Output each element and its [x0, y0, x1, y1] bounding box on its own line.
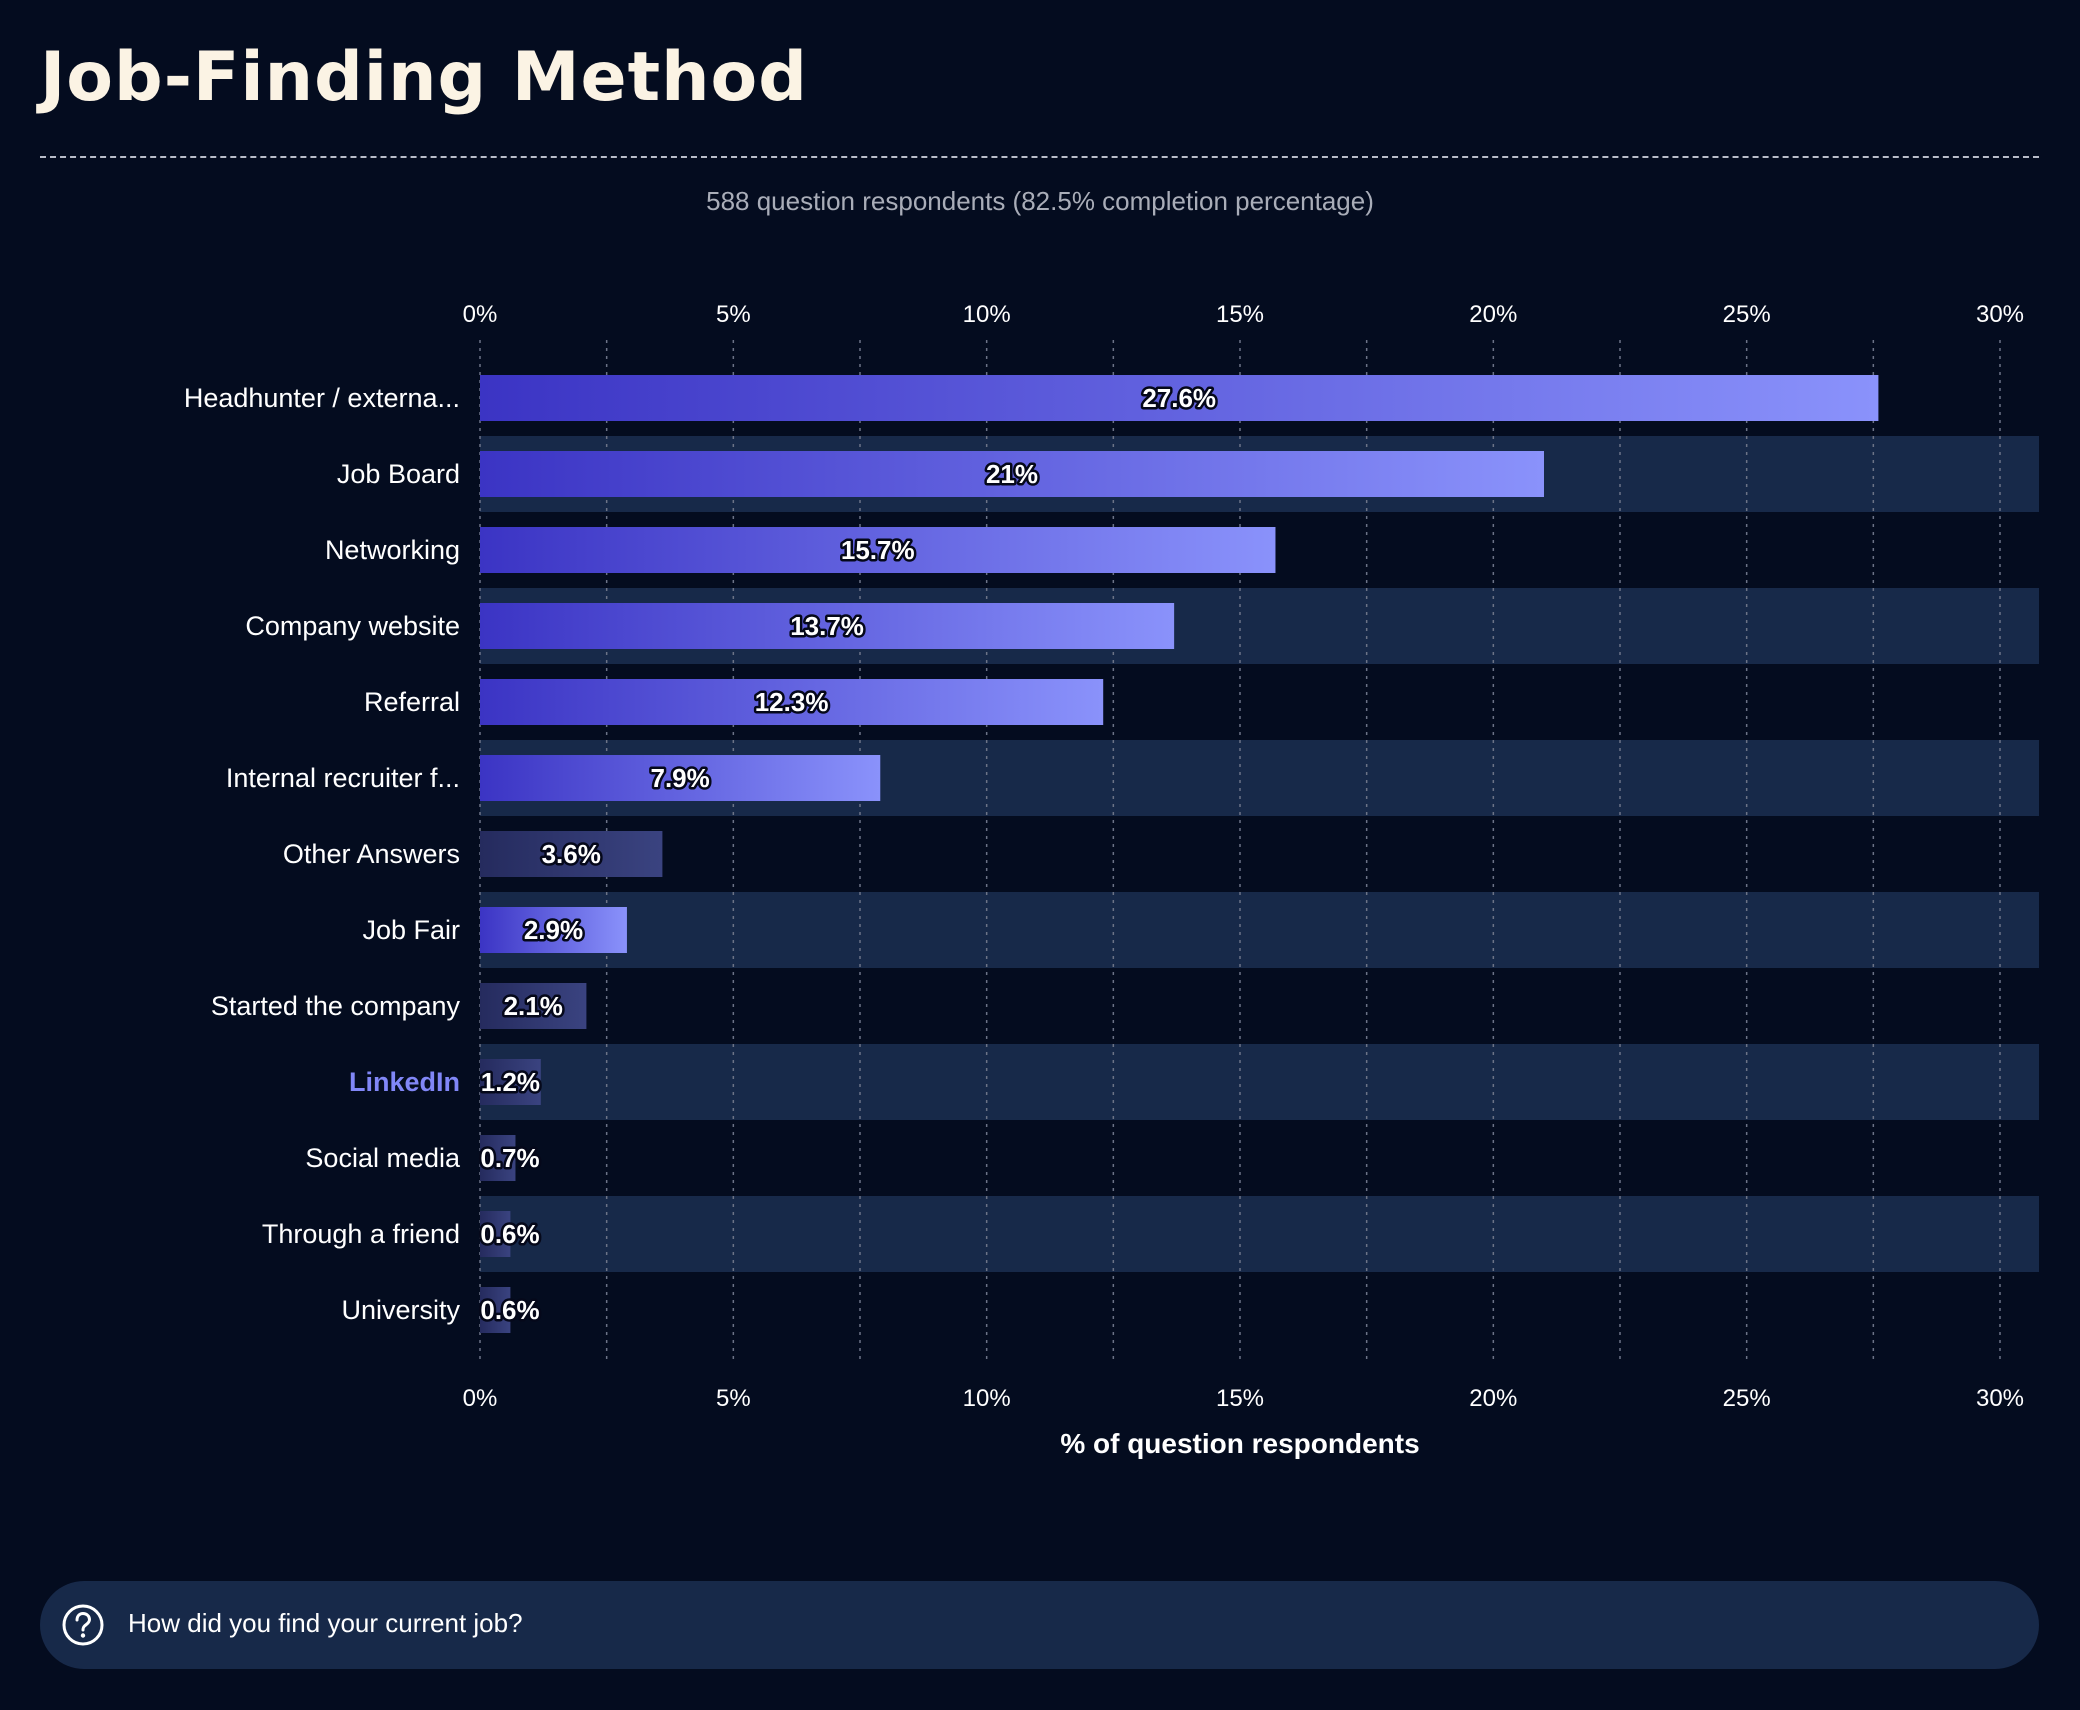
category-labels: Headhunter / externa... Job Board Networki… — [184, 383, 461, 1325]
tick-label-top: 20% — [1469, 301, 1517, 328]
bar — [480, 831, 663, 877]
bar — [480, 1211, 511, 1257]
row-band — [480, 1196, 2039, 1272]
tick-label-top: 25% — [1723, 301, 1771, 328]
value-label: 0.7% — [480, 1143, 539, 1173]
bar — [480, 1287, 511, 1333]
category-label: Through a friend — [262, 1219, 460, 1249]
category-label: Company website — [245, 611, 460, 641]
category-label: Job Board — [337, 459, 460, 489]
question-footer: How did you find your current job? — [40, 1581, 2039, 1669]
bar — [480, 1059, 541, 1105]
bar — [480, 755, 881, 801]
tick-label-top: 30% — [1976, 301, 2024, 328]
top-axis: 0% 5% 10% 15% 20% 25% 30% — [463, 301, 2024, 328]
category-label: Started the company — [211, 991, 461, 1021]
tick-label-bottom: 30% — [1976, 1385, 2024, 1412]
category-label: Networking — [325, 535, 460, 565]
category-label: Referral — [364, 687, 460, 717]
chart-subtitle: 588 question respondents (82.5% completi… — [706, 186, 1374, 216]
page-title: Job-Finding Method — [40, 38, 808, 117]
category-label: Internal recruiter f... — [226, 763, 460, 793]
value-label: 2.1% — [504, 991, 563, 1021]
question-circle-icon — [62, 1604, 104, 1646]
row-band — [480, 1044, 2039, 1120]
value-label: 27.6% — [1142, 383, 1216, 413]
bar — [480, 451, 1544, 497]
title-divider — [40, 156, 2039, 158]
category-label: Headhunter / externa... — [184, 383, 460, 413]
category-label: Job Fair — [362, 915, 460, 945]
category-label: Other Answers — [283, 839, 460, 869]
value-labels: 27.6% 21% 15.7% 13.7% 12.3% 7.9% 3.6% 2.9% 2.1% 1… — [478, 381, 1219, 1328]
tick-label-bottom: 15% — [1216, 1385, 1264, 1412]
tick-label-bottom: 10% — [963, 1385, 1011, 1412]
bar — [480, 679, 1104, 725]
value-label: 21% — [986, 459, 1038, 489]
value-label: 2.9% — [524, 915, 583, 945]
bar — [480, 1135, 516, 1181]
category-label: University — [341, 1295, 460, 1325]
value-label: 12.3% — [755, 687, 829, 717]
bar — [480, 983, 587, 1029]
tick-label-top: 0% — [463, 301, 498, 328]
bar — [480, 603, 1175, 649]
value-label: 13.7% — [790, 611, 864, 641]
x-axis-label: % of question respondents — [1060, 1428, 1419, 1459]
bottom-axis: 0% 5% 10% 15% 20% 25% 30% — [463, 1385, 2024, 1412]
value-label: 3.6% — [542, 839, 601, 869]
value-label: 15.7% — [841, 535, 915, 565]
bar — [480, 527, 1276, 573]
value-label: 0.6% — [480, 1295, 539, 1325]
grid-lines — [479, 340, 2001, 1360]
tick-label-top: 15% — [1216, 301, 1264, 328]
tick-label-top: 5% — [716, 301, 751, 328]
tick-label-bottom: 5% — [716, 1385, 751, 1412]
bar — [480, 907, 627, 953]
bar-chart: 0% 5% 10% 15% 20% 25% 30% 0% 5% 10% 15% 20% 25% 30% … — [184, 301, 2039, 1459]
bars — [480, 375, 1879, 1333]
tick-label-bottom: 0% — [463, 1385, 498, 1412]
question-text: How did you find your current job? — [128, 1608, 523, 1638]
tick-label-bottom: 20% — [1469, 1385, 1517, 1412]
tick-label-bottom: 25% — [1723, 1385, 1771, 1412]
category-label: LinkedIn — [349, 1067, 460, 1097]
tick-label-top: 10% — [963, 301, 1011, 328]
category-label: Social media — [305, 1143, 461, 1173]
value-label: 7.9% — [651, 763, 710, 793]
row-band — [480, 892, 2039, 968]
value-label: 0.6% — [480, 1219, 539, 1249]
value-label: 1.2% — [481, 1067, 540, 1097]
bar — [480, 375, 1879, 421]
